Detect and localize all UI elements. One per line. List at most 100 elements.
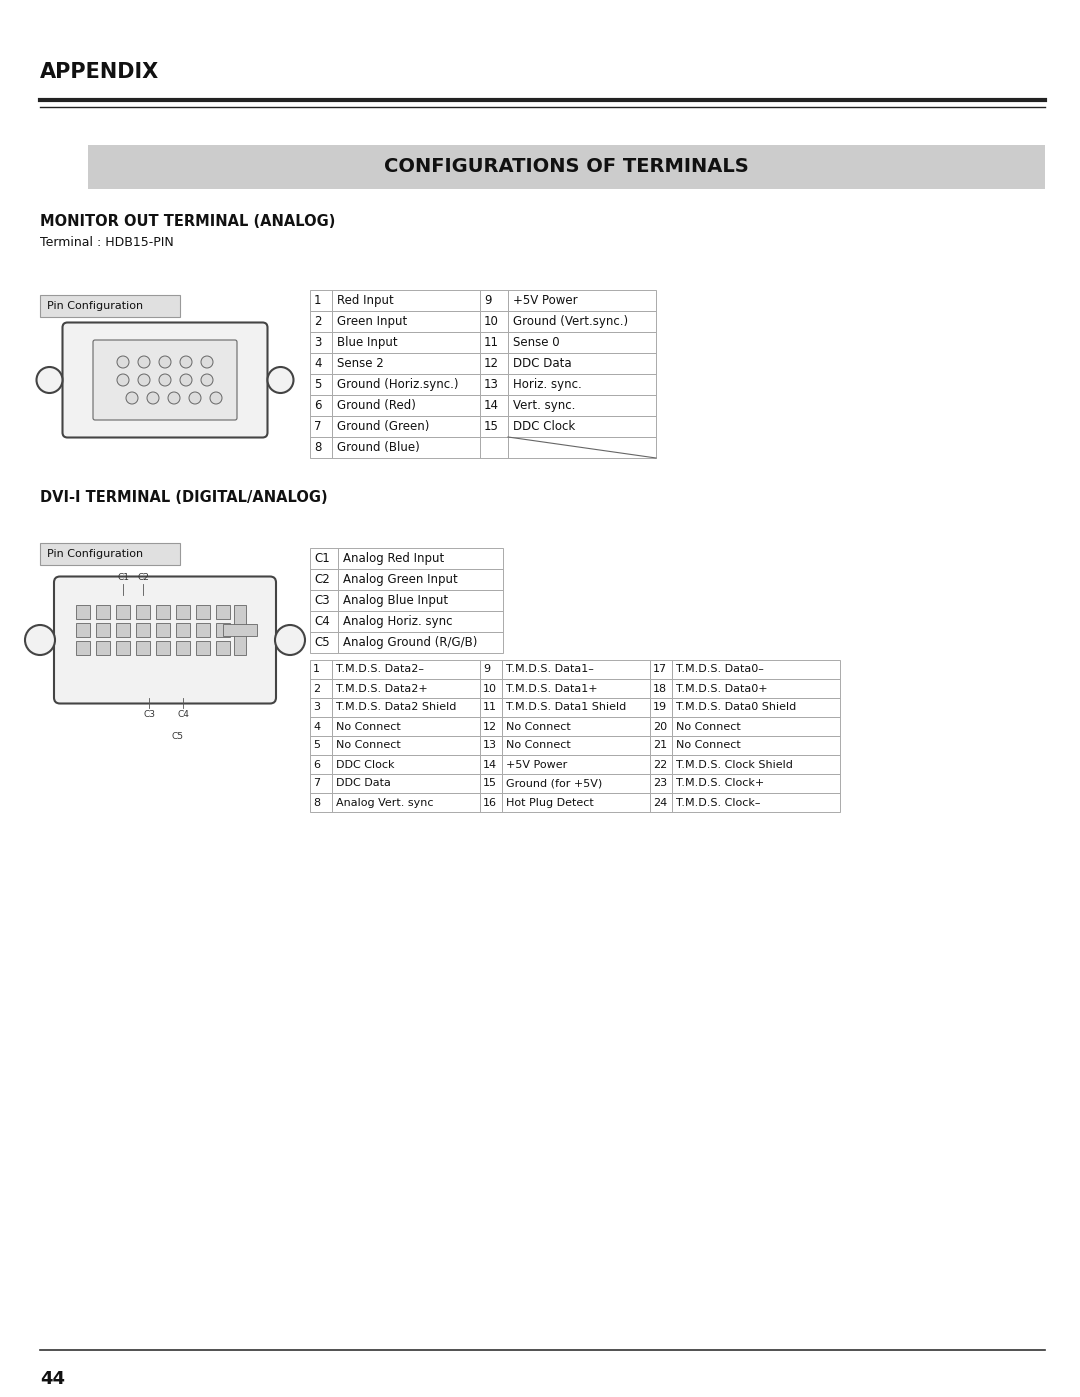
Bar <box>332 774 480 793</box>
Text: 23: 23 <box>653 778 667 788</box>
Circle shape <box>180 356 192 367</box>
Text: T.M.D.S. Clock–: T.M.D.S. Clock– <box>676 798 760 807</box>
Bar <box>502 659 650 679</box>
Text: 2: 2 <box>313 683 320 693</box>
Bar <box>332 659 480 679</box>
Bar <box>332 291 480 312</box>
Bar <box>650 679 672 698</box>
Text: Analog Horiz. sync: Analog Horiz. sync <box>343 615 453 629</box>
Bar <box>338 610 503 631</box>
Text: Pin Configuration: Pin Configuration <box>48 300 144 312</box>
Bar <box>332 437 480 458</box>
Bar <box>338 631 503 652</box>
Text: 10: 10 <box>483 683 497 693</box>
Bar <box>650 774 672 793</box>
Text: C1: C1 <box>117 573 129 583</box>
Text: No Connect: No Connect <box>676 721 741 732</box>
Bar <box>195 605 210 619</box>
Bar <box>480 291 508 312</box>
Text: Analog Red Input: Analog Red Input <box>343 552 444 564</box>
Text: 1: 1 <box>313 665 320 675</box>
Bar <box>96 623 110 637</box>
Text: +5V Power: +5V Power <box>507 760 567 770</box>
Text: T.M.D.S. Clock+: T.M.D.S. Clock+ <box>676 778 765 788</box>
Text: Sense 0: Sense 0 <box>513 337 559 349</box>
Bar <box>310 793 332 812</box>
Bar <box>310 569 338 590</box>
Text: Ground (Green): Ground (Green) <box>337 420 430 433</box>
Bar <box>672 754 840 774</box>
Bar <box>332 717 480 736</box>
Text: No Connect: No Connect <box>507 740 570 750</box>
Bar <box>508 374 656 395</box>
Bar <box>332 698 480 717</box>
Bar <box>672 659 840 679</box>
Text: +5V Power: +5V Power <box>513 293 578 307</box>
Bar <box>480 774 502 793</box>
Bar <box>338 548 503 569</box>
Bar <box>156 605 170 619</box>
Text: DDC Clock: DDC Clock <box>336 760 394 770</box>
Bar <box>76 605 90 619</box>
Text: 13: 13 <box>483 740 497 750</box>
Text: C3: C3 <box>314 594 329 608</box>
Text: Ground (Red): Ground (Red) <box>337 400 416 412</box>
Text: C5: C5 <box>171 732 183 740</box>
Text: 7: 7 <box>313 778 320 788</box>
Bar <box>310 374 332 395</box>
Bar <box>508 312 656 332</box>
Bar <box>332 679 480 698</box>
Text: Ground (Vert.sync.): Ground (Vert.sync.) <box>513 314 629 328</box>
Bar <box>672 698 840 717</box>
Bar <box>310 590 338 610</box>
Bar <box>76 623 90 637</box>
Text: T.M.D.S. Data0–: T.M.D.S. Data0– <box>676 665 764 675</box>
Circle shape <box>189 393 201 404</box>
Text: DDC Clock: DDC Clock <box>513 420 576 433</box>
Text: 5: 5 <box>313 740 320 750</box>
Bar <box>332 374 480 395</box>
Bar <box>136 641 150 655</box>
Text: 6: 6 <box>313 760 320 770</box>
Bar <box>508 291 656 312</box>
FancyBboxPatch shape <box>54 577 276 704</box>
Bar <box>480 659 502 679</box>
Bar <box>176 605 190 619</box>
Bar <box>508 353 656 374</box>
Text: 13: 13 <box>484 379 499 391</box>
FancyBboxPatch shape <box>63 323 268 437</box>
Bar <box>310 717 332 736</box>
Bar <box>650 736 672 754</box>
Text: 3: 3 <box>313 703 320 712</box>
Bar <box>310 332 332 353</box>
Bar <box>672 679 840 698</box>
Bar <box>310 353 332 374</box>
Text: 11: 11 <box>484 337 499 349</box>
Text: C5: C5 <box>314 636 329 650</box>
Text: 21: 21 <box>653 740 667 750</box>
Bar <box>216 641 230 655</box>
Circle shape <box>180 374 192 386</box>
Bar <box>195 623 210 637</box>
Bar <box>650 754 672 774</box>
Text: T.M.D.S. Clock Shield: T.M.D.S. Clock Shield <box>676 760 793 770</box>
Circle shape <box>159 374 171 386</box>
Bar <box>310 416 332 437</box>
Bar <box>480 698 502 717</box>
Text: Red Input: Red Input <box>337 293 394 307</box>
Text: C4: C4 <box>177 710 189 719</box>
Text: 6: 6 <box>314 400 322 412</box>
Bar <box>222 624 257 636</box>
Bar <box>650 717 672 736</box>
Text: Terminal : HDB15-PIN: Terminal : HDB15-PIN <box>40 236 174 249</box>
Text: Ground (for +5V): Ground (for +5V) <box>507 778 603 788</box>
Bar <box>332 312 480 332</box>
Text: 16: 16 <box>483 798 497 807</box>
Bar <box>502 774 650 793</box>
Circle shape <box>268 367 294 393</box>
Text: 3: 3 <box>314 337 322 349</box>
Text: T.M.D.S. Data0+: T.M.D.S. Data0+ <box>676 683 768 693</box>
Bar <box>40 543 180 564</box>
Text: 20: 20 <box>653 721 667 732</box>
Bar <box>502 717 650 736</box>
